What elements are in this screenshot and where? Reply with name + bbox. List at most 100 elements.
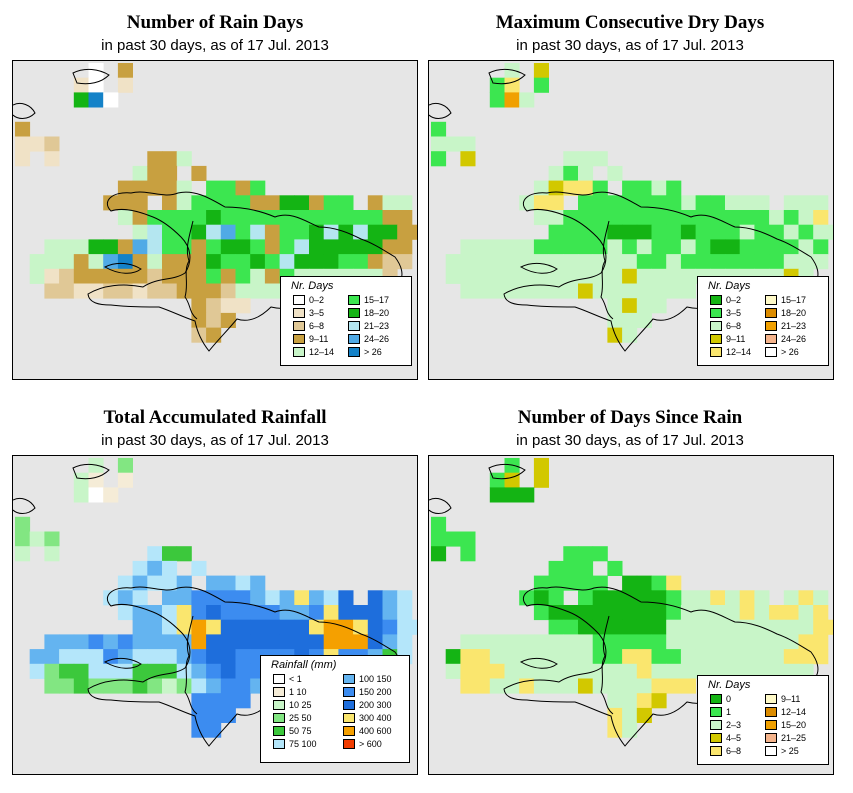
grid-cell — [162, 283, 178, 299]
grid-cell — [695, 649, 711, 665]
grid-cell — [117, 649, 133, 665]
grid-cell — [460, 283, 476, 299]
grid-cell — [353, 239, 369, 255]
grid-cell — [132, 239, 148, 255]
grid-cell — [754, 605, 770, 621]
grid-cell — [578, 649, 594, 665]
grid-cell — [397, 634, 413, 650]
grid-cell — [162, 560, 178, 576]
grid-cell — [651, 649, 667, 665]
grid-cell — [651, 619, 667, 635]
grid-cell — [578, 590, 594, 606]
grid-cell — [250, 575, 266, 591]
grid-cell — [725, 210, 741, 226]
grid-cell — [294, 590, 310, 606]
grid-cell — [636, 663, 652, 679]
grid-cell — [651, 605, 667, 621]
grid-cell — [533, 634, 549, 650]
grid-cell — [162, 649, 178, 665]
grid-cell — [353, 619, 369, 635]
legend-swatch — [710, 746, 722, 756]
grid-cell — [504, 634, 520, 650]
grid-cell — [147, 283, 163, 299]
legend-label: 150 200 — [359, 687, 392, 697]
legend-item: 3–5 — [293, 308, 344, 319]
grid-cell — [578, 678, 594, 694]
grid-cell — [578, 224, 594, 240]
grid-cell — [431, 151, 447, 167]
grid-cell — [578, 195, 594, 211]
grid-cell — [739, 195, 755, 211]
grid-cell — [666, 195, 682, 211]
hispaniola-outline — [503, 191, 819, 352]
grid-cell — [578, 619, 594, 635]
legend-item: 15–20 — [765, 720, 816, 731]
grid-cell — [220, 298, 236, 314]
grid-cell — [636, 707, 652, 723]
grid-cell — [176, 224, 192, 240]
grid-cell — [725, 590, 741, 606]
grid-cell — [235, 268, 251, 284]
grid-cell — [338, 210, 354, 226]
grid-cell — [367, 254, 383, 270]
panel-subtitle: in past 30 days, as of 17 Jul. 2013 — [516, 432, 744, 449]
grid-cell — [117, 180, 133, 196]
grid-cell — [548, 254, 564, 270]
grid-cell — [279, 254, 295, 270]
grid-cell — [132, 195, 148, 211]
grid-cell — [607, 283, 623, 299]
grid-cell — [504, 239, 520, 255]
grid-cell — [563, 268, 579, 284]
grid-cell — [309, 210, 325, 226]
grid-cell — [382, 239, 398, 255]
legend-swatch — [710, 694, 722, 704]
grid-cell — [725, 224, 741, 240]
grid-cell — [563, 224, 579, 240]
grid-cell — [622, 283, 638, 299]
grid-cell — [206, 239, 222, 255]
grid-cell — [235, 663, 251, 679]
grid-cell — [206, 707, 222, 723]
grid-cell — [636, 575, 652, 591]
grid-cell — [563, 283, 579, 299]
grid-cell — [162, 575, 178, 591]
grid-cell — [250, 634, 266, 650]
grid-cell — [323, 605, 339, 621]
legend-label: 6–8 — [726, 746, 742, 756]
grid-cell — [475, 239, 491, 255]
grid-cell — [264, 283, 280, 299]
grid-cell — [607, 298, 623, 314]
grid-cell — [323, 634, 339, 650]
island-outline — [72, 68, 110, 85]
grid-cell — [489, 678, 505, 694]
grid-cell — [382, 634, 398, 650]
grid-cell — [220, 649, 236, 665]
grid-cell — [162, 546, 178, 562]
grid-cell — [519, 283, 535, 299]
grid-cell — [206, 210, 222, 226]
grid-cell — [117, 254, 133, 270]
grid-cell — [489, 268, 505, 284]
legend-item: 25 50 — [273, 713, 339, 724]
grid-cell — [519, 268, 535, 284]
legend-item: < 1 — [273, 674, 339, 685]
legend-label: 300 400 — [359, 713, 392, 723]
grid-cell — [533, 472, 549, 488]
grid-cell — [294, 619, 310, 635]
grid-cell — [103, 590, 119, 606]
grid-cell — [353, 224, 369, 240]
grid-cell — [250, 224, 266, 240]
legend-swatch — [710, 347, 722, 357]
grid-cell — [489, 77, 505, 93]
grid-cell — [622, 575, 638, 591]
grid-cell — [309, 224, 325, 240]
grid-cell — [533, 77, 549, 93]
grid-cell — [798, 224, 814, 240]
grid-cell — [73, 92, 89, 108]
grid-cell — [622, 605, 638, 621]
grid-cell — [739, 590, 755, 606]
grid-cell — [680, 605, 696, 621]
grid-cell — [15, 136, 31, 152]
grid-cell — [59, 634, 75, 650]
grid-cell — [651, 634, 667, 650]
